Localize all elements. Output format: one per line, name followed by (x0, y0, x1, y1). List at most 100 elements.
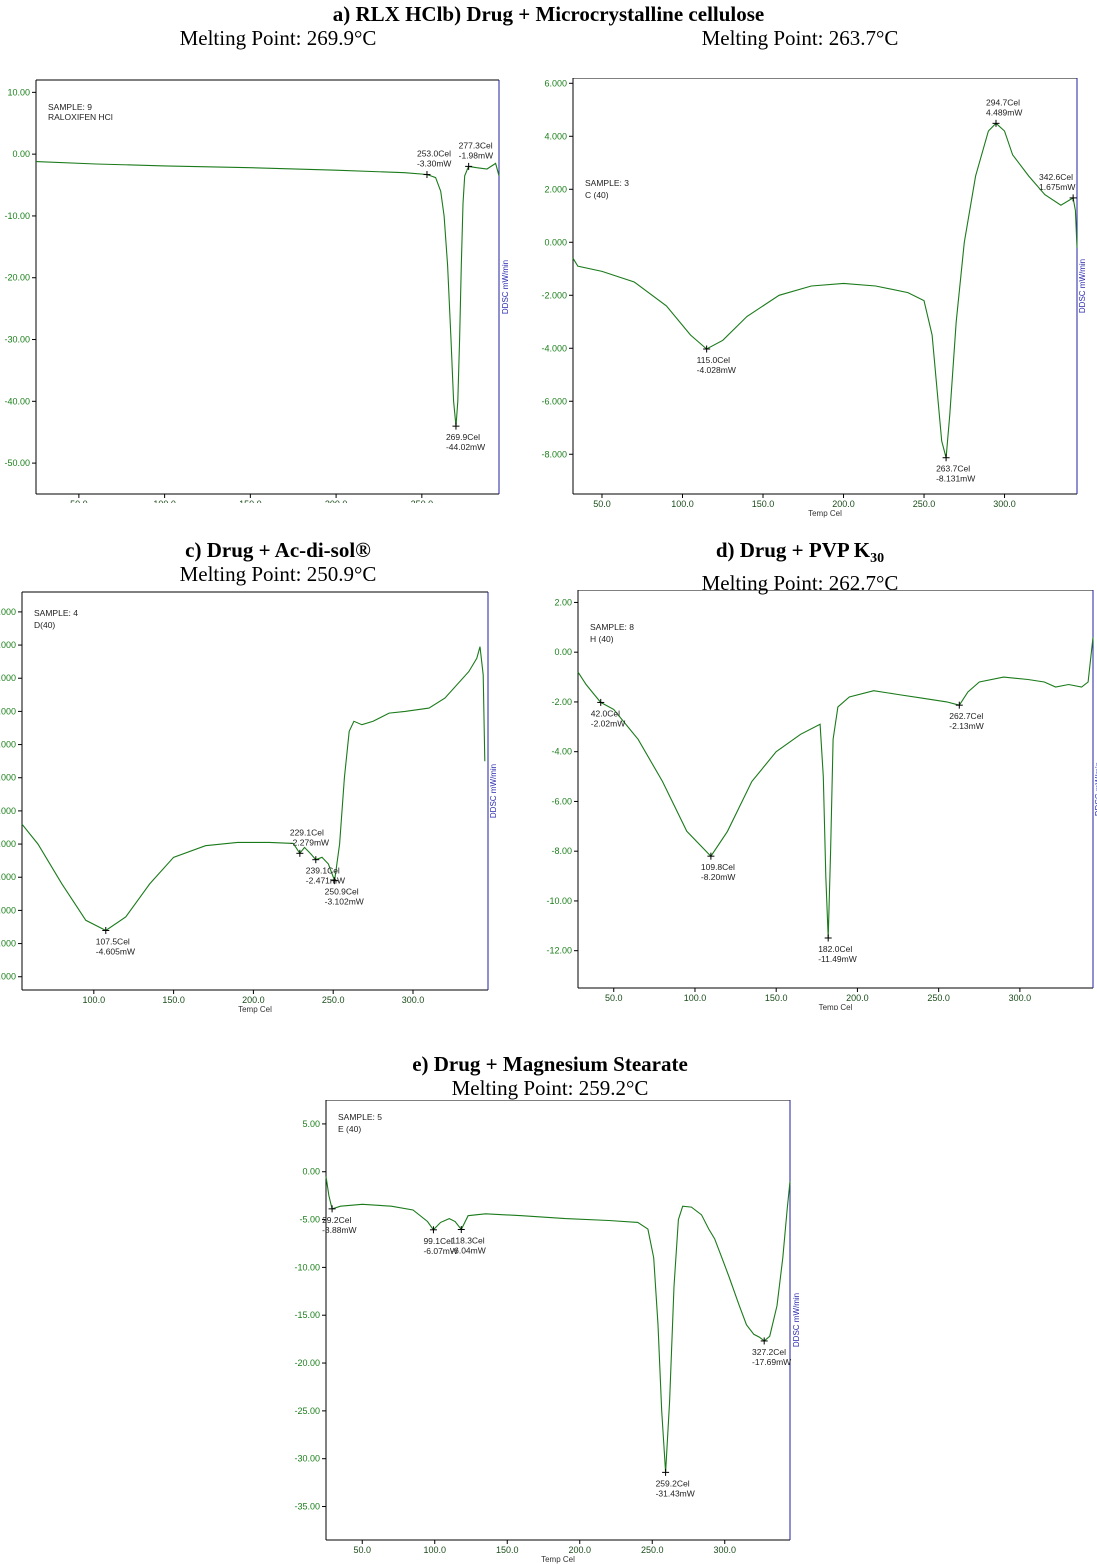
peak-value-label: -1.98mW (459, 150, 493, 160)
y-tick-label: -12.00 (546, 946, 572, 956)
y-tick-label: -40.00 (4, 396, 30, 406)
dsc-curve (572, 122, 1078, 458)
y-tick-label: 2.000 (544, 184, 567, 194)
x-axis-label: Temp Cel (819, 1003, 853, 1010)
x-tick-label: 300.0 (713, 1545, 736, 1555)
y-tick-label: -4.00 (551, 747, 572, 757)
x-tick-label: 50.0 (605, 993, 623, 1003)
y-tick-label: 6.000 (544, 78, 567, 88)
x-tick-label: 200.0 (832, 499, 855, 509)
y-tick-label: 1.000 (0, 740, 16, 750)
chart-c-melting-point: Melting Point: 250.9°C (179, 562, 377, 586)
x-tick-label: 50.0 (70, 499, 88, 503)
peak-value-label: 4.489mW (986, 107, 1022, 117)
y-tick-label: -2.00 (551, 697, 572, 707)
y-tick-label: 2.000 (0, 706, 16, 716)
right-axis-label: DDSC mW/min (792, 1293, 801, 1347)
x-tick-label: 250.0 (411, 499, 434, 503)
chart-e-title: e) Drug + Magnesium Stearate (412, 1052, 688, 1076)
chart-c-title: c) Drug + Ac-di-sol® (185, 538, 371, 562)
x-tick-label: 100.0 (153, 499, 176, 503)
right-axis-label: DDSC mW/min (1078, 259, 1087, 313)
peak-temp-label: 263.7Cel (936, 464, 970, 474)
y-tick-label: -10.00 (546, 896, 572, 906)
chart-e-heading: e) Drug + Magnesium Stearate Melting Poi… (330, 1052, 770, 1100)
peak-value-label: -3.102mW (325, 897, 364, 907)
peak-value-label: -6.07mW (423, 1246, 457, 1256)
x-tick-label: 200.0 (325, 499, 348, 503)
peak-temp-label: 239.1Cel (306, 866, 340, 876)
y-tick-label: -6.00 (551, 796, 572, 806)
x-tick-label: 250.0 (927, 993, 950, 1003)
x-tick-label: 150.0 (162, 995, 185, 1005)
y-tick-label: 0.00 (302, 1167, 320, 1177)
x-axis-label: Temp Cel (541, 1555, 575, 1564)
peak-temp-label: 118.3Cel (451, 1236, 485, 1246)
x-tick-label: 250.0 (322, 995, 345, 1005)
peak-temp-label: 42.0Cel (591, 708, 620, 718)
y-tick-label: -20.00 (294, 1358, 320, 1368)
y-tick-label: -4.000 (541, 343, 567, 353)
y-tick-label: 4.000 (544, 131, 567, 141)
y-tick-label: -1.000 (0, 806, 16, 816)
x-tick-label: 100.0 (423, 1545, 446, 1555)
y-tick-label: -35.00 (294, 1502, 320, 1512)
dsc-curve (325, 1176, 791, 1473)
sample-label: SAMPLE: 5 (338, 1112, 382, 1122)
chart-d-pvp-k30: 2.00 0.00 -2.00 -4.00 -6.00 -8.00 -10.00 -12.00… (546, 590, 1097, 1010)
y-tick-label: 5.00 (302, 1119, 320, 1129)
y-tick-label: -4.000 (0, 905, 16, 915)
peak-temp-label: 327.2Cel (752, 1347, 786, 1357)
y-tick-label: -5.00 (299, 1215, 320, 1225)
x-tick-label: 50.0 (353, 1545, 371, 1555)
chart-b-microcrystalline-cellulose: 6.000 4.000 2.000 0.000 -2.000 -4.000 -6.000 -8… (541, 78, 1087, 518)
sample-label: E (40) (338, 1124, 361, 1134)
peak-temp-label: 277.3Cel (459, 140, 493, 150)
chart-c-heading: c) Drug + Ac-di-sol® Melting Point: 250.… (128, 538, 428, 586)
y-tick-label: -2.000 (0, 839, 16, 849)
x-tick-label: 50.0 (593, 499, 611, 509)
sample-label: RALOXIFEN HCl (48, 112, 113, 122)
chart-a-melting-point: Melting Point: 269.9°C (179, 26, 377, 50)
peak-temp-label: 259.2Cel (656, 1478, 690, 1488)
peak-value-label: -8.20mW (701, 872, 735, 882)
chart-d-heading: d) Drug + PVP K30 Melting Point: 262.7°C (650, 538, 950, 595)
row1-title: a) RLX HClb) Drug + Microcrystalline cel… (332, 2, 765, 26)
peak-temp-label: 342.6Cel (1039, 172, 1073, 182)
y-tick-label: 2.00 (554, 597, 572, 607)
peak-temp-label: 269.9Cel (446, 432, 480, 442)
y-tick-label: -10.00 (294, 1262, 320, 1272)
peak-value-label: 1.675mW (1039, 182, 1075, 192)
x-axis-label: Temp Cel (808, 509, 842, 518)
chart-d-title: d) Drug + PVP K30 (715, 538, 885, 567)
peak-value-label: -2.279mW (290, 837, 329, 847)
peak-value-label: -4.028mW (697, 365, 736, 375)
x-tick-label: 300.0 (1009, 993, 1032, 1003)
chart-e-melting-point: Melting Point: 259.2°C (451, 1076, 649, 1100)
x-tick-label: 150.0 (765, 993, 788, 1003)
peak-value-label: -8.131mW (936, 474, 975, 484)
dsc-curve (35, 161, 500, 427)
sample-label: H (40) (590, 634, 614, 644)
y-tick-label: -30.00 (4, 335, 30, 345)
peak-temp-label: 294.7Cel (986, 97, 1020, 107)
x-tick-label: 150.0 (239, 499, 262, 503)
dsc-curve (577, 637, 1094, 939)
sample-label: SAMPLE: 9 (48, 102, 92, 112)
y-tick-label: -30.00 (294, 1454, 320, 1464)
y-tick-label: -6.000 (541, 396, 567, 406)
peak-temp-label: 182.0Cel (818, 944, 852, 954)
y-tick-label: -20.00 (4, 273, 30, 283)
sample-label: SAMPLE: 8 (590, 622, 634, 632)
chart-c-ac-di-sol: 5.000 4.000 3.000 2.000 1.000 0.000 -1.000 -2.0… (0, 591, 498, 1014)
x-tick-label: 100.0 (671, 499, 694, 509)
x-tick-label: 200.0 (846, 993, 869, 1003)
y-tick-label: 10.00 (7, 87, 30, 97)
x-axis-label: Temp Cel (238, 1005, 272, 1014)
y-tick-label: 5.000 (0, 607, 16, 617)
peak-value-label: -2.02mW (591, 718, 625, 728)
sample-label: SAMPLE: 3 (585, 178, 629, 188)
y-tick-label: -2.000 (541, 290, 567, 300)
peak-temp-label: 99.1Cel (423, 1236, 452, 1246)
peak-value-label: -31.43mW (656, 1488, 695, 1498)
